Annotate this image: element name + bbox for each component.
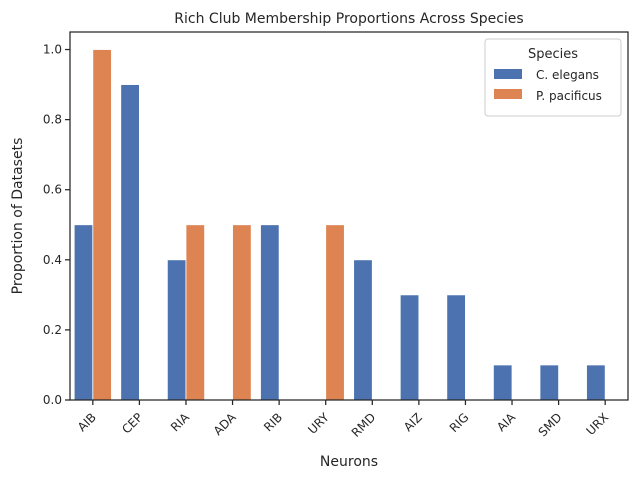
bars-layer xyxy=(73,49,606,401)
x-axis-ticks: AIB CEP RIA ADA RIB URY RMD AIZ RIG AIA SMD URX xyxy=(75,400,611,440)
legend-title: Species xyxy=(528,47,578,62)
x-axis-title: Neurons xyxy=(320,454,378,470)
chart-title: Rich Club Membership Proportions Across … xyxy=(174,11,523,27)
bar-c-elegans-urx xyxy=(586,364,606,401)
bar-c-elegans-aib xyxy=(73,224,94,401)
x-tick-label-ury: URY xyxy=(305,410,332,437)
legend-swatch-c-elegans xyxy=(494,69,522,79)
bar-p-pacificus-aib xyxy=(92,49,112,401)
bar-c-elegans-smd xyxy=(539,364,559,401)
x-tick-label-aia: AIA xyxy=(494,410,519,435)
bar-c-elegans-rmd xyxy=(353,259,373,401)
bar-p-pacificus-ria xyxy=(185,224,206,401)
y-tick-label: 0.8 xyxy=(43,113,62,127)
y-axis-title: Proportion of Datasets xyxy=(10,138,26,295)
y-tick-label: 0.2 xyxy=(43,323,62,337)
bar-p-pacificus-ada xyxy=(232,224,252,401)
legend: Species C. elegans P. pacificus xyxy=(484,38,622,117)
y-tick-label: 0.6 xyxy=(43,183,62,197)
bar-p-pacificus-ury xyxy=(325,224,345,401)
x-tick-label-rib: RIB xyxy=(261,410,285,434)
x-tick-label-aiz: AIZ xyxy=(401,410,425,434)
bar-c-elegans-aiz xyxy=(399,294,420,401)
y-axis-ticks: 0.0 0.2 0.4 0.6 0.8 1.0 xyxy=(43,43,70,407)
x-tick-label-smd: SMD xyxy=(536,410,565,439)
bar-c-elegans-aia xyxy=(492,364,513,401)
x-tick-label-cep: CEP xyxy=(119,410,145,436)
bar-c-elegans-cep xyxy=(120,84,140,401)
legend-label-p-pacificus: P. pacificus xyxy=(536,89,602,103)
x-tick-label-ria: RIA xyxy=(168,410,193,435)
bar-c-elegans-ria xyxy=(166,259,187,401)
x-tick-label-ada: ADA xyxy=(211,410,239,438)
x-tick-label-rig: RIG xyxy=(447,410,472,435)
bar-c-elegans-rib xyxy=(260,224,280,401)
x-tick-label-aib: AIB xyxy=(75,410,99,434)
y-tick-label: 0.4 xyxy=(43,253,62,267)
x-tick-label-urx: URX xyxy=(583,410,611,438)
y-tick-label: 0.0 xyxy=(43,393,62,407)
plot-frame xyxy=(69,31,629,401)
legend-swatch-p-pacificus xyxy=(494,89,522,99)
y-tick-label: 1.0 xyxy=(43,43,62,57)
x-tick-label-rmd: RMD xyxy=(349,410,379,440)
bar-c-elegans-rig xyxy=(446,294,466,401)
legend-label-c-elegans: C. elegans xyxy=(536,68,599,82)
